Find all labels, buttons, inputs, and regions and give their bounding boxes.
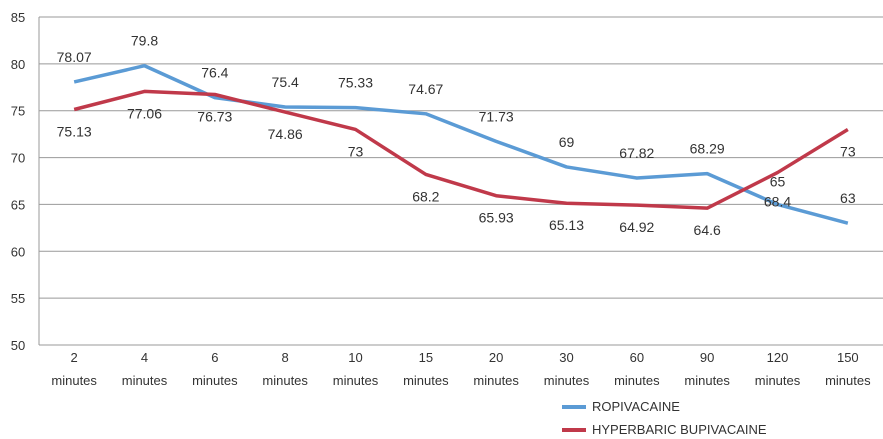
x-tick-label: minutes bbox=[51, 373, 97, 388]
x-tick-label: minutes bbox=[403, 373, 449, 388]
x-tick-label: 150 bbox=[837, 350, 859, 365]
y-tick-label: 85 bbox=[11, 10, 25, 25]
y-tick-label: 75 bbox=[11, 104, 25, 119]
y-tick-label: 60 bbox=[11, 244, 25, 259]
x-tick-label: 20 bbox=[489, 350, 503, 365]
x-tick-label: 60 bbox=[630, 350, 644, 365]
y-tick-label: 50 bbox=[11, 338, 25, 353]
x-tick-label: minutes bbox=[333, 373, 379, 388]
data-label: 79.8 bbox=[131, 33, 158, 49]
y-tick-label: 80 bbox=[11, 57, 25, 72]
legend-label: HYPERBARIC BUPIVACAINE bbox=[592, 422, 767, 437]
x-tick-label: minutes bbox=[192, 373, 238, 388]
data-label: 73 bbox=[348, 143, 364, 159]
data-label: 68.29 bbox=[690, 141, 725, 157]
data-label: 65.13 bbox=[549, 217, 584, 233]
y-tick-label: 55 bbox=[11, 291, 25, 306]
data-label: 64.6 bbox=[694, 222, 721, 238]
x-tick-label: minutes bbox=[262, 373, 308, 388]
y-tick-label: 65 bbox=[11, 197, 25, 212]
data-label: 68.2 bbox=[412, 188, 439, 204]
x-tick-label: 4 bbox=[141, 350, 148, 365]
data-label: 71.73 bbox=[479, 108, 514, 124]
x-tick-label: 10 bbox=[348, 350, 362, 365]
x-tick-label: 30 bbox=[559, 350, 573, 365]
data-label: 65 bbox=[770, 173, 786, 189]
x-tick-label: minutes bbox=[122, 373, 168, 388]
legend-item-hyperbaric-bupivacaine: HYPERBARIC BUPIVACAINE bbox=[562, 422, 767, 437]
x-tick-label: minutes bbox=[614, 373, 660, 388]
data-label: 64.92 bbox=[619, 219, 654, 235]
x-tick-label: minutes bbox=[825, 373, 871, 388]
x-tick-label: 2 bbox=[71, 350, 78, 365]
data-label: 68.4 bbox=[764, 194, 791, 210]
x-tick-label: minutes bbox=[473, 373, 519, 388]
data-label: 74.86 bbox=[268, 126, 303, 142]
legend-label: ROPIVACAINE bbox=[592, 399, 680, 414]
x-tick-label: 90 bbox=[700, 350, 714, 365]
data-label: 76.73 bbox=[197, 109, 232, 125]
data-label: 75.13 bbox=[57, 123, 92, 139]
data-label: 67.82 bbox=[619, 145, 654, 161]
data-label: 63 bbox=[840, 190, 856, 206]
data-label: 77.06 bbox=[127, 105, 162, 121]
x-tick-label: 120 bbox=[767, 350, 789, 365]
legend-swatch bbox=[562, 404, 586, 409]
data-label: 74.67 bbox=[408, 81, 443, 97]
data-label: 73 bbox=[840, 143, 856, 159]
x-tick-label: 8 bbox=[282, 350, 289, 365]
x-tick-label: minutes bbox=[755, 373, 801, 388]
data-label: 69 bbox=[559, 134, 575, 150]
x-tick-label: minutes bbox=[684, 373, 730, 388]
legend-swatch bbox=[562, 427, 586, 432]
data-label: 75.4 bbox=[272, 74, 299, 90]
series-line-0 bbox=[73, 63, 849, 225]
legend-item-ropivacaine: ROPIVACAINE bbox=[562, 399, 680, 414]
data-label: 75.33 bbox=[338, 75, 373, 91]
x-tick-label: 6 bbox=[211, 350, 218, 365]
data-label: 76.4 bbox=[201, 65, 228, 81]
x-tick-label: 15 bbox=[419, 350, 433, 365]
series-line-1 bbox=[73, 89, 849, 210]
y-tick-label: 70 bbox=[11, 151, 25, 166]
data-label: 65.93 bbox=[479, 210, 514, 226]
x-tick-label: minutes bbox=[544, 373, 590, 388]
data-label: 78.07 bbox=[57, 49, 92, 65]
